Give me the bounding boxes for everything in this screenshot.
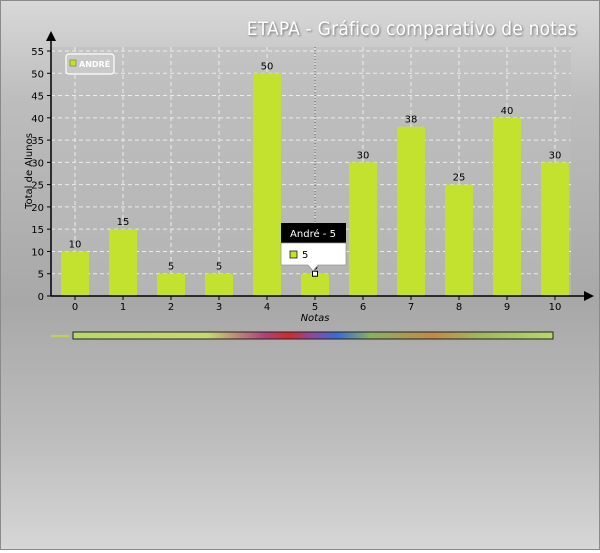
data-label: 40 [501, 106, 514, 117]
y-tick-label: 40 [31, 114, 44, 125]
x-tick-label: 9 [504, 302, 510, 313]
y-axis-arrow [46, 31, 56, 41]
x-tick-label: 2 [168, 302, 174, 313]
legend-label: ANDRÉ [79, 58, 110, 69]
y-tick-label: 0 [38, 292, 44, 303]
data-label: 25 [453, 173, 466, 184]
data-label: 5 [216, 262, 222, 273]
bar[interactable] [253, 73, 281, 296]
x-tick-label: 7 [408, 302, 414, 313]
bar[interactable] [349, 162, 377, 296]
y-tick-label: 45 [31, 92, 44, 103]
x-tick-label: 10 [549, 302, 562, 313]
bar[interactable] [61, 251, 89, 296]
range-scrollbar[interactable] [72, 331, 554, 340]
data-label: 30 [357, 150, 370, 161]
y-tick-label: 20 [31, 203, 44, 214]
chart-title: ETAPA - Gráfico comparativo de notas [246, 18, 577, 40]
y-tick-label: 15 [31, 225, 44, 236]
data-label: 5 [168, 262, 174, 273]
y-axis-title: Total de Alunos [24, 133, 35, 210]
y-tick-label: 50 [31, 69, 44, 80]
data-label: 50 [261, 61, 274, 72]
bar[interactable] [397, 126, 425, 297]
x-axis-title: Notas [301, 313, 330, 324]
y-tick-label: 30 [31, 158, 44, 169]
bar[interactable] [205, 273, 233, 296]
data-label: 30 [549, 150, 562, 161]
tooltip-header: André - 5 [290, 228, 336, 240]
data-label: 10 [69, 239, 82, 250]
y-tick-label: 55 [31, 47, 44, 58]
x-tick-label: 8 [456, 302, 462, 313]
x-axis-arrow [584, 291, 594, 301]
legend-box [65, 53, 115, 75]
x-tick-label: 5 [312, 302, 318, 313]
bar[interactable] [493, 117, 521, 297]
bar[interactable] [301, 273, 329, 296]
y-tick-label: 25 [31, 181, 44, 192]
data-label: 15 [117, 217, 130, 228]
x-tick-label: 4 [264, 302, 270, 313]
tooltip-swatch [289, 250, 298, 259]
y-tick-label: 10 [31, 247, 44, 258]
bar[interactable] [109, 229, 137, 296]
tooltip-body [280, 242, 347, 272]
x-tick-label: 3 [216, 302, 222, 313]
legend-swatch [69, 59, 77, 67]
tooltip-header-bg [281, 223, 346, 243]
tooltip-value: 5 [302, 250, 308, 261]
y-tick-label: 35 [31, 136, 44, 147]
bar[interactable] [541, 162, 569, 296]
y-tick-label: 5 [38, 270, 44, 281]
x-tick-label: 0 [72, 302, 78, 313]
point-marker [312, 270, 318, 277]
data-label: 38 [405, 115, 418, 126]
x-tick-label: 1 [120, 302, 126, 313]
bar[interactable] [445, 184, 473, 296]
x-tick-label: 6 [360, 302, 366, 313]
bar[interactable] [157, 273, 185, 296]
